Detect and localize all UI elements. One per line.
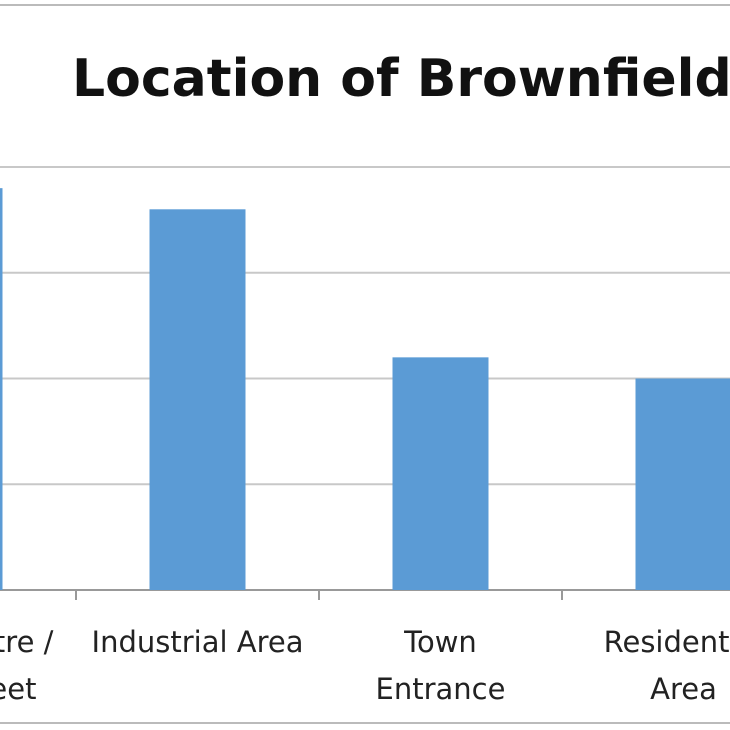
chart-title: Location of Brownfield [72, 49, 730, 109]
chart-frame [0, 4, 730, 724]
x-tick-label: Town Entrance [376, 625, 506, 706]
x-tick-label: Industrial Area [92, 625, 304, 659]
bar [149, 209, 246, 591]
x-tick-label: Town Centre /High Street [0, 625, 54, 706]
x-tick-label: ResidentialArea [604, 625, 730, 706]
bar [392, 357, 489, 590]
bar [0, 188, 3, 590]
bar [635, 378, 730, 590]
